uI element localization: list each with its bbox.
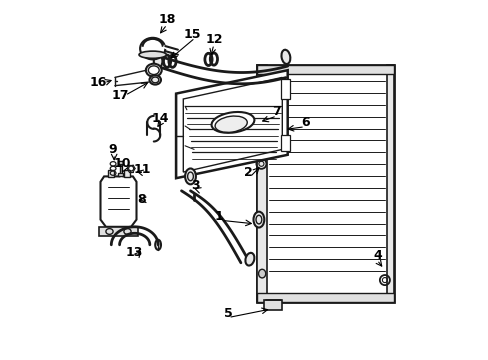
Ellipse shape [148, 66, 159, 75]
Bar [123, 170, 130, 177]
Polygon shape [176, 70, 287, 178]
Ellipse shape [281, 50, 290, 64]
Text: 17: 17 [111, 89, 129, 102]
Ellipse shape [215, 116, 247, 132]
Text: 7: 7 [272, 105, 281, 118]
Text: 10: 10 [113, 157, 131, 170]
Text: 13: 13 [126, 246, 143, 258]
Ellipse shape [185, 168, 196, 184]
Bar [257, 65, 393, 74]
Ellipse shape [253, 212, 264, 228]
Text: 5: 5 [224, 307, 232, 320]
Text: 4: 4 [372, 249, 381, 262]
Text: 6: 6 [301, 116, 309, 129]
Text: 1: 1 [215, 210, 223, 222]
Bar [107, 170, 114, 177]
Text: 16: 16 [90, 76, 107, 89]
Text: 12: 12 [205, 33, 222, 46]
Bar [118, 173, 123, 176]
Ellipse shape [145, 64, 162, 77]
Bar [257, 65, 266, 302]
Ellipse shape [258, 269, 265, 278]
Polygon shape [183, 77, 282, 172]
Text: 18: 18 [158, 13, 175, 26]
Ellipse shape [149, 75, 161, 85]
Text: 14: 14 [151, 112, 168, 125]
Ellipse shape [153, 55, 162, 68]
Ellipse shape [140, 38, 165, 59]
Bar [264, 300, 282, 310]
Bar [99, 227, 138, 236]
Bar [118, 161, 123, 164]
Bar [257, 65, 393, 302]
Text: 11: 11 [133, 163, 150, 176]
Text: 9: 9 [108, 143, 117, 156]
Bar [257, 293, 393, 302]
Ellipse shape [139, 51, 166, 58]
Ellipse shape [258, 89, 265, 98]
Ellipse shape [245, 253, 254, 266]
Bar [280, 135, 289, 151]
Text: 8: 8 [137, 193, 146, 206]
Text: 2: 2 [243, 166, 252, 179]
Ellipse shape [211, 112, 254, 133]
Bar [280, 79, 289, 99]
Polygon shape [101, 176, 136, 227]
Text: 3: 3 [191, 179, 200, 192]
Bar [386, 65, 393, 302]
Text: 15: 15 [183, 28, 201, 41]
